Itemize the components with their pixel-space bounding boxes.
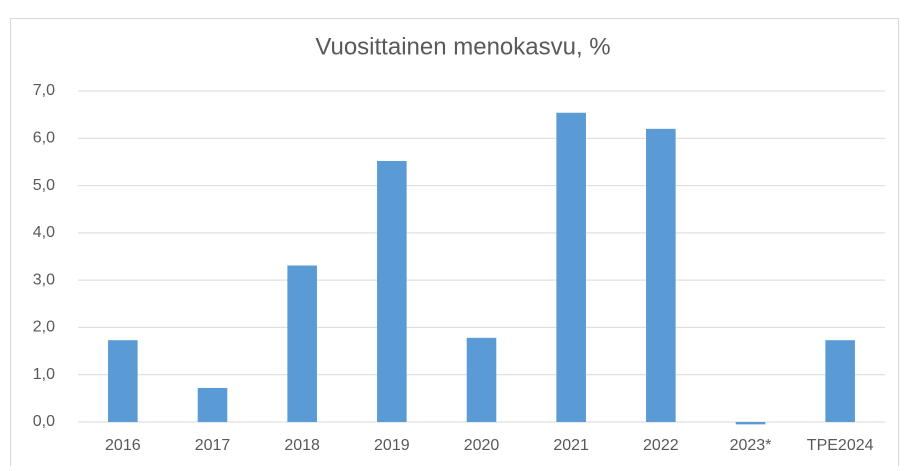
x-tick-label: 2018 (284, 437, 320, 454)
x-tick-label: 2021 (553, 437, 589, 454)
chart-frame (10, 18, 899, 471)
y-tick-label: 5,0 (33, 177, 55, 194)
bar (646, 128, 676, 423)
x-tick-label: 2017 (195, 437, 231, 454)
bar (108, 340, 138, 422)
x-tick-label: 2016 (105, 437, 141, 454)
x-tick-label: 2020 (464, 437, 500, 454)
y-tick-label: 1,0 (33, 366, 55, 383)
bar (556, 112, 586, 422)
y-tick-label: 6,0 (33, 130, 55, 147)
bar (197, 387, 228, 422)
x-tick-label: 2019 (374, 437, 410, 454)
x-tick-label: TPE2024 (807, 437, 874, 454)
bar (825, 340, 855, 422)
bar (377, 160, 407, 423)
y-tick-label: 4,0 (33, 224, 55, 241)
bar (735, 422, 766, 425)
x-tick-label: 2022 (643, 437, 679, 454)
x-tick-label: 2023* (730, 437, 772, 454)
chart-title: Vuosittainen menokasvu, % (315, 33, 610, 60)
y-tick-label: 7,0 (33, 82, 55, 99)
y-tick-label: 2,0 (33, 319, 55, 336)
bar (287, 265, 317, 422)
y-tick-label: 0,0 (33, 413, 55, 430)
bar (466, 337, 497, 422)
y-tick-label: 3,0 (33, 271, 55, 288)
